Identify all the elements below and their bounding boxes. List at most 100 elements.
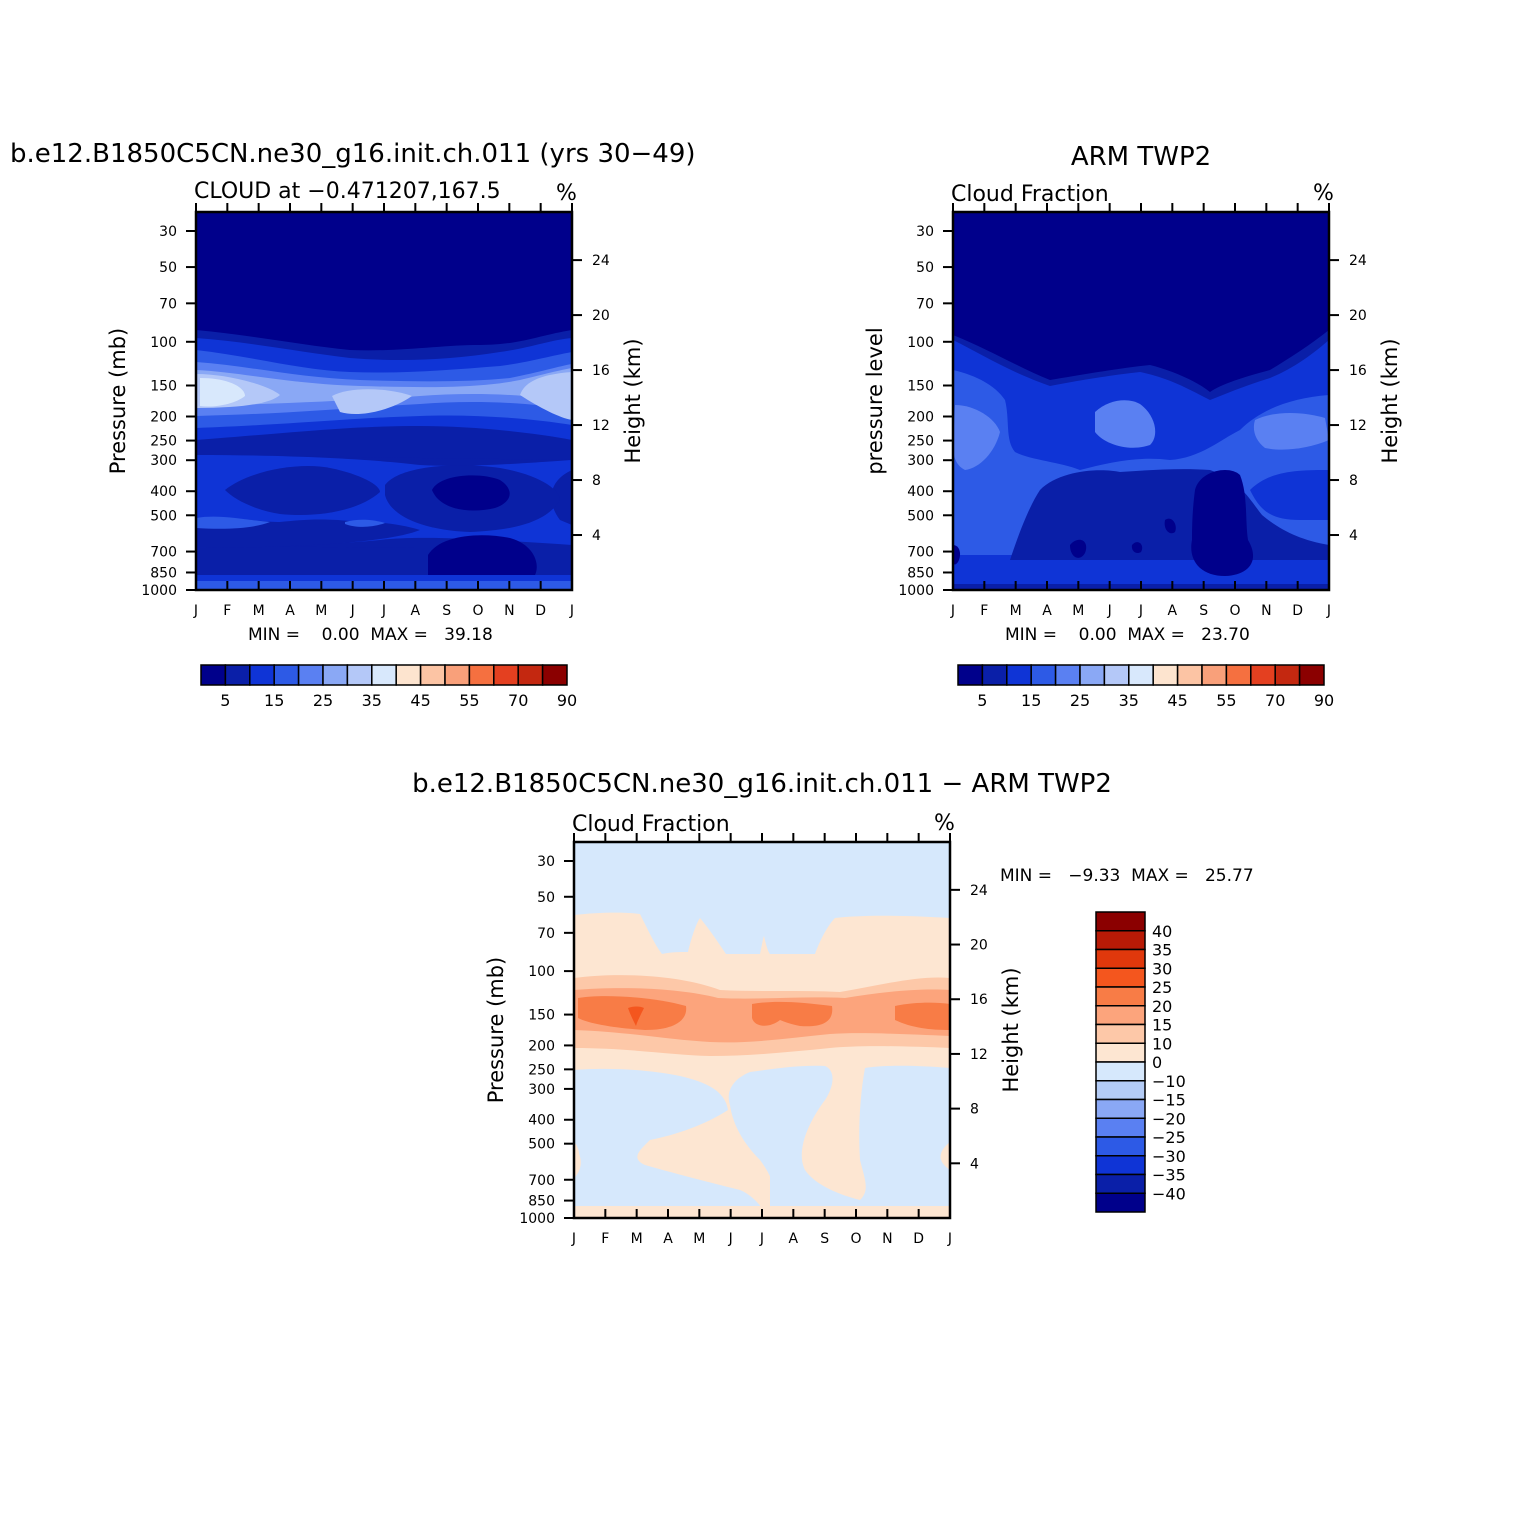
panel3-axes: J F M A M J J A S O N D J 30 50 70 100 150 200 250 300 400 500… [519, 833, 988, 1247]
y2-tick-label: 12 [970, 1047, 988, 1063]
colorbar-swatch [541, 664, 568, 686]
y-tick-label: 500 [150, 508, 177, 524]
panel1-contours [196, 212, 572, 590]
y-tick-label: 200 [907, 410, 934, 426]
panel2-units: % [1313, 181, 1334, 206]
x-tick-label: O [472, 603, 483, 619]
x-tick-label: M [1010, 603, 1022, 619]
colorbar-swatch [1128, 664, 1154, 686]
colorbar-swatch [1095, 1117, 1146, 1138]
y2-tick-label: 24 [592, 253, 610, 269]
colorbar-label: −15 [1152, 1091, 1186, 1110]
x-tick-label: F [601, 1231, 609, 1247]
colorbar-swatch [1054, 664, 1081, 686]
y-tick-label: 300 [150, 453, 177, 469]
x-tick-label: N [504, 603, 514, 619]
y2-tick-label: 16 [970, 992, 988, 1008]
x-tick-label: S [1199, 603, 1208, 619]
x-tick-label: O [1229, 603, 1240, 619]
colorbar-swatch [249, 664, 275, 686]
colorbar-swatch [1095, 948, 1146, 969]
x-tick-label: M [693, 1231, 705, 1247]
colorbar-swatch [1095, 1023, 1146, 1044]
panel2-title: ARM TWP2 [1071, 142, 1211, 172]
colorbar-swatch [1095, 1098, 1146, 1119]
colorbar-swatch [395, 664, 422, 686]
y-tick-label: 50 [159, 260, 177, 276]
x-tick-label: J [947, 1231, 952, 1247]
panel2-subtitle: Cloud Fraction [951, 182, 1109, 207]
colorbar-swatch [1298, 664, 1325, 686]
colorbar-label: 15 [264, 691, 284, 710]
y2-tick-label: 4 [1349, 528, 1358, 544]
y2-tick-label: 20 [592, 308, 610, 324]
x-tick-label: A [411, 603, 421, 619]
x-tick-label: N [1261, 603, 1271, 619]
y2-tick-label: 24 [1349, 253, 1367, 269]
y2-tick-label: 20 [970, 938, 988, 954]
panel2-min-max: MIN = 0.00 MAX = 23.70 [1005, 625, 1250, 645]
colorbar-label: 15 [1152, 1016, 1172, 1035]
colorbar-swatch [1152, 664, 1179, 686]
y2-tick-label: 16 [1349, 363, 1367, 379]
colorbar-swatch [1201, 664, 1228, 686]
x-tick-label: A [285, 603, 295, 619]
y-tick-label: 70 [159, 296, 177, 312]
colorbar-label: 45 [1167, 691, 1187, 710]
x-tick-label: J [1107, 603, 1112, 619]
colorbar-swatch [1095, 930, 1146, 951]
colorbar-swatch [1103, 664, 1130, 686]
colorbar-swatch [981, 664, 1008, 686]
x-tick-label: F [980, 603, 988, 619]
y-tick-label: 500 [907, 508, 934, 524]
x-tick-label: J [571, 1231, 576, 1247]
x-tick-label: M [1072, 603, 1084, 619]
panel-obs: ARM TWP2 Cloud Fraction % J F M A M J J A S O N D J 3… [863, 142, 1402, 710]
x-tick-label: S [442, 603, 451, 619]
colorbar-swatch [1095, 1173, 1146, 1194]
x-tick-label: D [913, 1231, 924, 1247]
colorbar-swatch [1095, 911, 1146, 932]
colorbar-label: −25 [1152, 1128, 1186, 1147]
y2-tick-label: 4 [970, 1156, 979, 1172]
panel3-ylabel-right: Height (km) [999, 967, 1023, 1092]
y-tick-label: 850 [150, 565, 177, 581]
y-tick-label: 30 [537, 854, 555, 870]
x-tick-label: J [193, 603, 198, 619]
colorbar-swatch [1030, 664, 1057, 686]
colorbar-label: 35 [1152, 941, 1172, 960]
panel3-ylabel: Pressure (mb) [484, 957, 508, 1104]
y-tick-label: 30 [159, 224, 177, 240]
colorbar-label: 10 [1152, 1034, 1172, 1053]
y-tick-label: 70 [916, 296, 934, 312]
y-tick-label: 50 [537, 890, 555, 906]
colorbar-swatch [1095, 1192, 1146, 1213]
colorbar-swatch [1095, 1005, 1146, 1026]
colorbar-swatch [297, 664, 324, 686]
colorbar-label: 20 [1152, 997, 1172, 1016]
colorbar-swatch [1250, 664, 1276, 686]
panel-model: b.e12.B1850C5CN.ne30_g16.init.ch.011 (yr… [10, 139, 696, 710]
panel-diff: b.e12.B1850C5CN.ne30_g16.init.ch.011 − A… [412, 769, 1254, 1247]
y-tick-label: 100 [907, 335, 934, 351]
colorbar-label: 70 [1265, 691, 1285, 710]
y2-tick-label: 4 [592, 528, 601, 544]
panel3-contours [574, 842, 950, 1218]
colorbar-swatch [371, 664, 397, 686]
panel3-units: % [934, 811, 955, 836]
x-tick-label: J [381, 603, 386, 619]
colorbar-label: 15 [1021, 691, 1041, 710]
colorbar-label: 40 [1152, 922, 1172, 941]
colorbar-swatch [346, 664, 373, 686]
y2-tick-label: 8 [1349, 473, 1358, 489]
x-tick-label: J [950, 603, 955, 619]
colorbar-label: −20 [1152, 1109, 1186, 1128]
y-tick-label: 700 [528, 1173, 555, 1189]
y-tick-label: 850 [528, 1194, 555, 1210]
x-tick-label: J [1326, 603, 1331, 619]
colorbar-swatch [468, 664, 495, 686]
colorbar-swatch [1225, 664, 1252, 686]
colorbar-swatch [1095, 1080, 1146, 1101]
panel1-title: b.e12.B1850C5CN.ne30_g16.init.ch.011 (yr… [10, 139, 696, 169]
colorbar-swatch [1079, 664, 1106, 686]
